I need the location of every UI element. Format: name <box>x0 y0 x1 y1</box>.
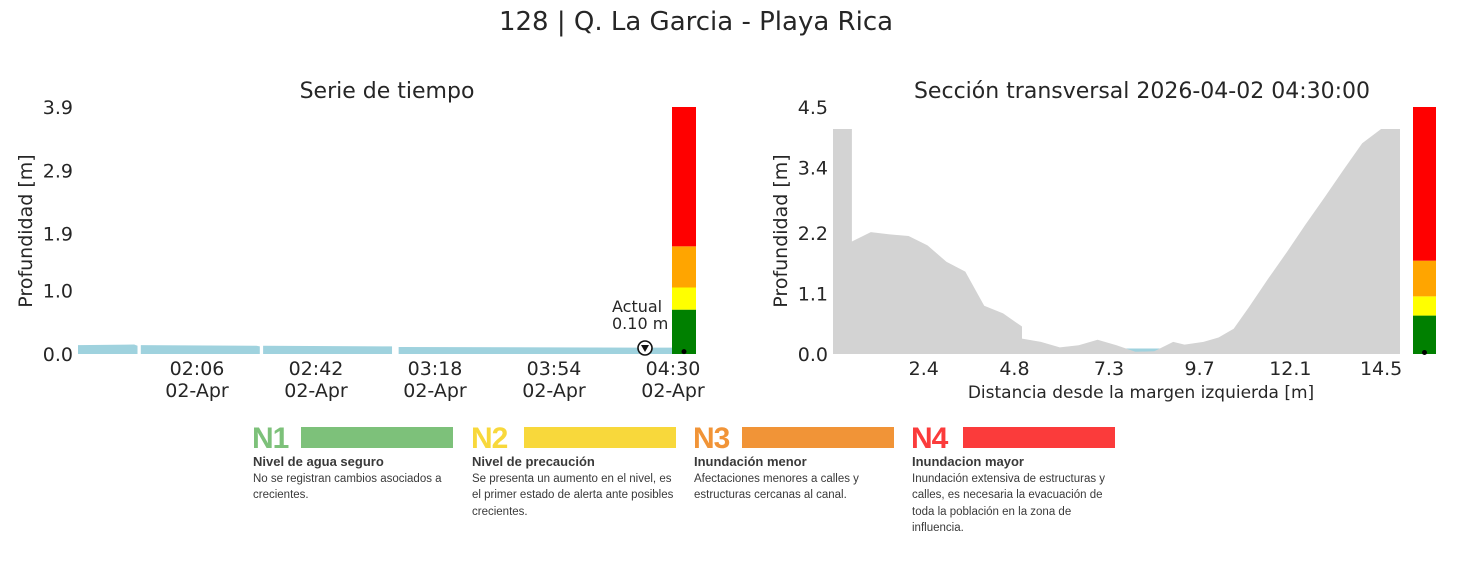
legend-desc-n3: Afectaciones menores a calles y estructu… <box>694 473 859 502</box>
current-label: Actual <box>612 297 662 316</box>
ts-x-tick-label: 03:54 <box>527 358 582 380</box>
ts-ylabel: Profundidad [m] <box>15 154 37 307</box>
legend-code-n4: N4 <box>911 422 948 455</box>
legend-swatch-n4 <box>963 427 1115 448</box>
current-marker-triangle <box>641 345 649 352</box>
ts-x-tick-date: 02-Apr <box>403 380 467 402</box>
ts-depth-series <box>78 344 673 354</box>
legend-code-n1: N1 <box>252 422 289 455</box>
xs-x-tick-label: 2.4 <box>909 358 939 380</box>
time-series-chart: Serie de tiempo Profundidad [m] 0.0 1.0 1.… <box>15 79 705 402</box>
legend-swatch-n3 <box>742 427 894 448</box>
legend-desc-n4: Inundación extensiva de estructuras y ca… <box>912 473 1106 534</box>
xs-y-tick-label: 0.0 <box>798 344 828 366</box>
ts-y-tick-label: 3.9 <box>43 97 73 119</box>
xs-x-tick-label: 4.8 <box>999 358 1029 380</box>
alert-band-red <box>672 107 696 247</box>
alert-level-dot <box>681 349 687 355</box>
alert-band-green <box>672 309 696 354</box>
ts-y-tick-label: 1.0 <box>43 281 73 303</box>
legend-desc-n2: Se presenta un aumento en el nivel, es e… <box>472 473 674 518</box>
xs-x-tick-label: 7.3 <box>1094 358 1124 380</box>
ts-x-tick-date: 02-Apr <box>522 380 586 402</box>
xs-x-tick-label: 14.5 <box>1360 358 1402 380</box>
xs-x-tick-label: 9.7 <box>1185 358 1215 380</box>
alert-band-orange <box>672 246 696 288</box>
ts-x-tick-label: 04:30 <box>646 358 701 380</box>
ts-depth-segment <box>263 345 393 354</box>
legend-name-n3: Inundación menor <box>694 454 807 469</box>
ts-x-tick-date: 02-Apr <box>641 380 705 402</box>
xs-y-ticks: 0.0 1.1 2.2 3.4 4.5 <box>798 97 828 366</box>
legend-code-n3: N3 <box>693 422 730 455</box>
alert-band-red <box>1413 107 1436 261</box>
ts-x-tick-label: 03:18 <box>408 358 463 380</box>
ts-y-tick-label: 1.9 <box>43 224 73 246</box>
alert-level-dot <box>1422 350 1427 356</box>
legend-swatch-n2 <box>524 427 676 448</box>
xs-alert-level-bar <box>1413 107 1436 356</box>
legend-name-n4: Inundacion mayor <box>912 454 1024 469</box>
ts-gridlines <box>78 106 673 355</box>
figure-title: 128 | Q. La Garcia - Playa Rica <box>499 7 893 37</box>
ts-alert-level-bar <box>672 107 696 355</box>
legend-code-n2: N2 <box>471 422 508 455</box>
ts-x-tick-label: 02:42 <box>289 358 344 380</box>
ts-y-ticks: 0.0 1.0 1.9 2.9 3.9 <box>43 97 73 366</box>
xs-xlabel: Distancia desde la margen izquierda [m] <box>968 383 1314 403</box>
alert-band-orange <box>1413 260 1436 297</box>
alert-band-yellow <box>1413 296 1436 316</box>
figure-canvas: 128 | Q. La Garcia - Playa Rica Serie de… <box>15 7 1436 403</box>
ts-x-ticks: 02:0602-Apr02:4202-Apr03:1802-Apr03:5402… <box>165 358 705 402</box>
ts-x-tick-label: 02:06 <box>170 358 225 380</box>
xs-y-tick-label: 3.4 <box>798 157 828 179</box>
ts-depth-segment <box>140 345 260 354</box>
xs-y-tick-label: 1.1 <box>798 284 828 306</box>
xs-x-ticks: 2.4 4.8 7.3 9.7 12.1 14.5 <box>909 358 1403 380</box>
legend-name-n2: Nivel de precaución <box>472 454 595 469</box>
current-value: 0.10 m <box>612 314 668 333</box>
legend-swatch-n1 <box>301 427 453 448</box>
alert-level-legend: N1 Nivel de agua seguro No se registran … <box>252 420 1132 550</box>
xs-y-tick-label: 4.5 <box>798 97 828 119</box>
ts-title: Serie de tiempo <box>300 79 475 104</box>
alert-band-yellow <box>672 287 696 310</box>
ts-x-tick-date: 02-Apr <box>165 380 229 402</box>
ts-y-tick-label: 2.9 <box>43 160 73 182</box>
xs-ground-profile <box>833 128 1400 354</box>
xs-ylabel: Profundidad [m] <box>770 154 792 307</box>
xs-y-tick-label: 2.2 <box>798 223 828 245</box>
ts-y-tick-label: 0.0 <box>43 344 73 366</box>
xs-ground-fill <box>833 128 1400 354</box>
ts-current-marker: Actual 0.10 m <box>612 297 668 356</box>
xs-x-tick-label: 12.1 <box>1269 358 1311 380</box>
xs-title: Sección transversal 2026-04-02 04:30:00 <box>914 79 1370 104</box>
legend-name-n1: Nivel de agua seguro <box>253 454 384 469</box>
cross-section-chart: Sección transversal 2026-04-02 04:30:00 … <box>770 79 1436 403</box>
ts-depth-segment <box>78 344 138 354</box>
ts-depth-segment <box>398 347 673 354</box>
legend-desc-n1: No se registran cambios asociados a crec… <box>253 473 442 502</box>
alert-band-green <box>1413 315 1436 354</box>
ts-x-tick-date: 02-Apr <box>284 380 348 402</box>
